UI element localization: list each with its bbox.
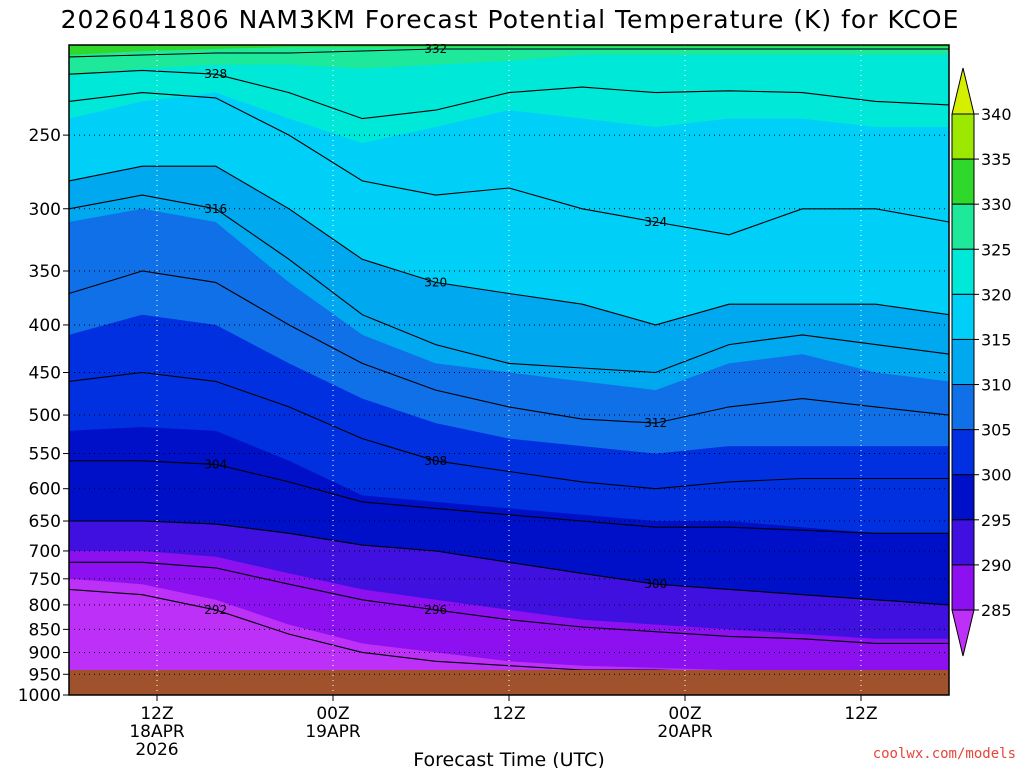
y-tick-label-700: 700 <box>29 542 61 562</box>
chart-title: 2026041806 NAM3KM Forecast Potential Tem… <box>61 5 960 34</box>
colorbar-label-290: 290 <box>981 556 1012 575</box>
terrain-mask <box>69 670 949 695</box>
colorbar-box <box>951 429 975 476</box>
y-tick-label-900: 900 <box>29 643 61 663</box>
colorbar-label-335: 335 <box>981 150 1012 169</box>
y-tick-label-600: 600 <box>29 480 61 500</box>
colorbar-label-305: 305 <box>981 421 1012 440</box>
contour-line-304 <box>69 460 949 534</box>
x-tick-label-00z: 00Z <box>668 704 701 724</box>
contour-label-316: 316 <box>204 202 227 216</box>
y-tick-label-800: 800 <box>29 596 61 616</box>
y-tick-label-1000: 1000 <box>18 686 61 706</box>
colorbar-box <box>951 293 975 340</box>
contour-label-320: 320 <box>424 275 447 289</box>
contour-line-308 <box>68 371 949 490</box>
colorbar-bottom-triangle <box>951 609 975 657</box>
contour-label-296: 296 <box>424 603 447 617</box>
colorbar-box <box>951 113 975 160</box>
y-tick-label-850: 850 <box>29 620 61 640</box>
contour-line-328 <box>68 69 950 120</box>
colorbar-box <box>951 519 975 566</box>
contour-label-332: 332 <box>424 42 447 56</box>
y-tick-label-250: 250 <box>29 126 61 146</box>
colorbar-label-340: 340 <box>981 105 1012 124</box>
x-tick-label-20apr: 20APR <box>657 722 713 742</box>
contour-label-292: 292 <box>204 603 227 617</box>
x-tick-label-12z: 12Z <box>844 704 877 724</box>
contour-line-300 <box>69 520 950 606</box>
credit-label: coolwx.com/models <box>873 746 1016 762</box>
y-tick-label-550: 550 <box>29 445 61 465</box>
colorbar-label-315: 315 <box>981 330 1012 349</box>
contour-label-312: 312 <box>644 416 667 430</box>
colorbar-box <box>951 474 975 521</box>
y-tick-label-450: 450 <box>29 364 61 384</box>
fill-band-325 <box>69 45 949 144</box>
contour-line-320 <box>68 165 950 326</box>
y-axis: 250 300 350 400 450 500 550 600 650 700 750 800 850 9… <box>18 126 69 706</box>
y-tick-label-300: 300 <box>29 200 61 220</box>
x-tick-label-00z: 00Z <box>316 704 349 724</box>
colorbar-box <box>951 338 975 386</box>
y-tick-label-400: 400 <box>29 316 61 336</box>
y-tick-label-950: 950 <box>29 665 61 685</box>
y-tick-label-500: 500 <box>29 406 61 426</box>
colorbar-label-300: 300 <box>981 466 1012 485</box>
x-tick-label-19apr: 19APR <box>305 722 361 742</box>
x-tick-label-12z: 12Z <box>140 704 173 724</box>
colorbar-box <box>951 248 975 295</box>
colorbar-label-320: 320 <box>981 285 1012 304</box>
fill-band-330 <box>69 45 949 75</box>
colorbar: 340 335 330 325 320 315 310 305 300 295 290 285 <box>951 67 1012 657</box>
x-tick-label-2026: 2026 <box>135 740 178 760</box>
plot-area: 292 296 300 304 308 312 316 320 324 328 332 <box>68 42 950 696</box>
contour-line-324 <box>68 92 950 236</box>
y-tick-label-750: 750 <box>29 570 61 590</box>
colorbar-box <box>951 158 975 205</box>
contour-line-312 <box>68 270 950 424</box>
terrain-block <box>69 670 949 695</box>
colorbar-box <box>951 384 975 431</box>
contour-line-316 <box>68 194 950 374</box>
contour-line-332 <box>68 48 949 58</box>
colorbar-top-triangle <box>951 67 975 115</box>
y-tick-label-350: 350 <box>29 262 61 282</box>
contour-label-300: 300 <box>644 577 667 591</box>
colorbar-label-310: 310 <box>981 376 1012 395</box>
filled-contours <box>69 45 949 695</box>
colorbar-box <box>951 203 975 250</box>
colorbar-label-295: 295 <box>981 511 1012 530</box>
contour-line-296 <box>69 561 949 644</box>
contour-label-324: 324 <box>644 215 667 229</box>
colorbar-label-285: 285 <box>981 601 1012 620</box>
contour-label-308: 308 <box>424 454 447 468</box>
colorbar-label-325: 325 <box>981 240 1012 259</box>
grid-lines <box>69 45 949 696</box>
y-tick-label-650: 650 <box>29 512 61 532</box>
x-tick-label-18apr: 18APR <box>129 722 185 742</box>
contour-label-328: 328 <box>204 67 227 81</box>
x-tick-label-12z: 12Z <box>492 704 525 724</box>
contour-label-304: 304 <box>204 457 227 471</box>
x-axis-label: Forecast Time (UTC) <box>413 749 604 768</box>
colorbar-label-330: 330 <box>981 195 1012 214</box>
colorbar-box <box>951 564 975 611</box>
